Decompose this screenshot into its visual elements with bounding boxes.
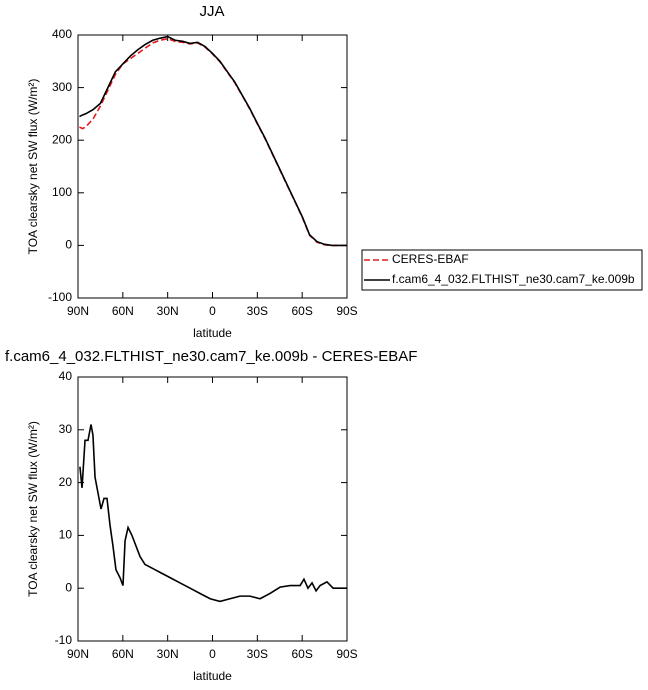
series-line (79, 424, 347, 603)
x-axis-label: latitude (193, 669, 232, 683)
y-tick-label: 20 (59, 475, 73, 489)
y-tick-label: 100 (52, 185, 72, 199)
x-tick-label: 0 (209, 647, 216, 661)
y-tick-label: 40 (59, 369, 73, 383)
plot-frame (77, 34, 348, 299)
y-tick-label: 400 (52, 27, 72, 41)
x-tick-label: 60S (291, 304, 312, 318)
legend-label: f.cam6_4_032.FLTHIST_ne30.cam7_ke.009b (392, 272, 635, 286)
x-tick-label: 0 (209, 304, 216, 318)
y-tick-label: 300 (52, 80, 72, 94)
y-tick-label: -10 (55, 633, 73, 647)
y-tick-label: 0 (65, 238, 72, 252)
x-tick-label: 90N (67, 647, 89, 661)
y-tick-label: 30 (59, 422, 73, 436)
x-tick-label: 30S (247, 304, 268, 318)
x-tick-label: 30S (247, 647, 268, 661)
series-line (79, 37, 347, 247)
y-axis-label: TOA clearsky net SW flux (W/m²) (26, 421, 40, 597)
x-tick-label: 90S (336, 304, 357, 318)
y-tick-label: -100 (48, 290, 72, 304)
plot-frame (77, 376, 348, 642)
x-axis-label: latitude (193, 326, 232, 340)
legend-box (361, 249, 643, 291)
chart-title: f.cam6_4_032.FLTHIST_ne30.cam7_ke.009b -… (5, 348, 417, 365)
y-tick-label: 0 (65, 580, 72, 594)
x-tick-label: 30N (157, 304, 179, 318)
y-tick-label: 10 (59, 528, 73, 542)
series-line (79, 35, 347, 247)
x-tick-label: 60N (112, 647, 134, 661)
x-tick-label: 90S (336, 647, 357, 661)
x-tick-label: 60N (112, 304, 134, 318)
y-axis-label: TOA clearsky net SW flux (W/m²) (26, 79, 40, 255)
legend-label: CERES-EBAF (392, 252, 469, 266)
y-tick-label: 200 (52, 132, 72, 146)
x-tick-label: 90N (67, 304, 89, 318)
x-tick-label: 60S (291, 647, 312, 661)
x-tick-label: 30N (157, 647, 179, 661)
chart-title: JJA (199, 3, 224, 20)
